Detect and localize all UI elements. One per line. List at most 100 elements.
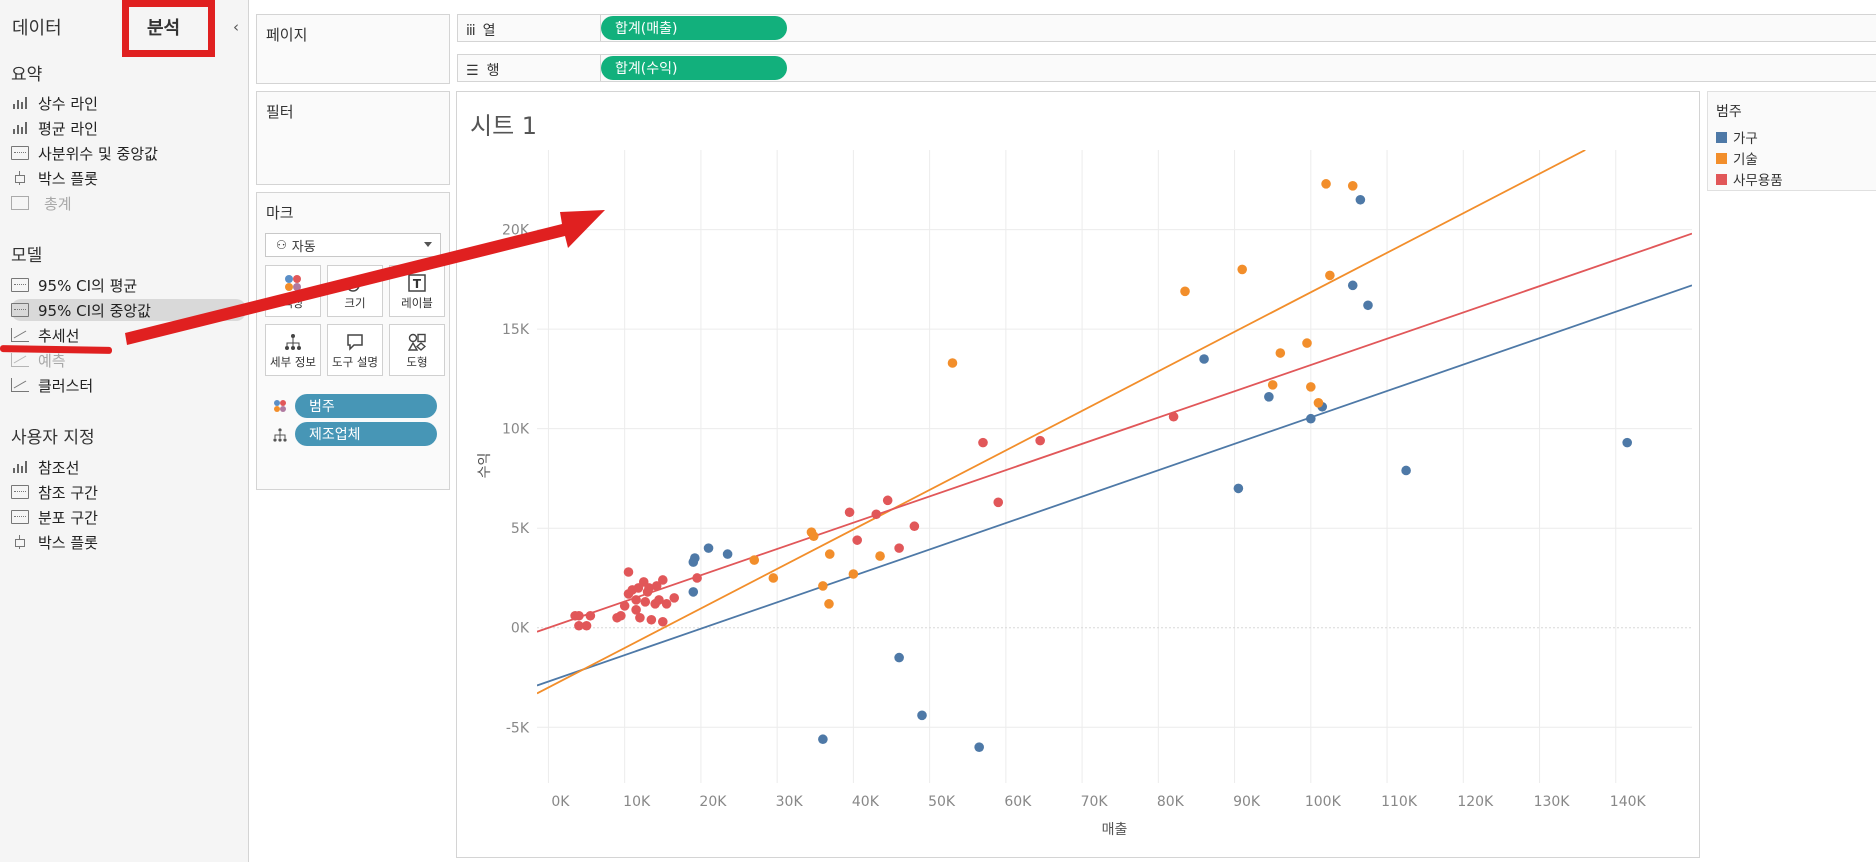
forecast-icon bbox=[11, 353, 29, 367]
model-item-cluster[interactable]: 클러스터 bbox=[11, 374, 93, 396]
item-label: 박스 플롯 bbox=[38, 533, 98, 552]
size-button[interactable]: 크기 bbox=[327, 265, 383, 317]
item-label: 분포 구간 bbox=[38, 508, 98, 527]
detail-button[interactable]: 세부 정보 bbox=[265, 324, 321, 376]
model-item-ci-mean[interactable]: 95% CI의 평균 bbox=[11, 274, 137, 296]
band-icon bbox=[11, 485, 29, 499]
summary-item-constant-line[interactable]: 상수 라인 bbox=[11, 92, 98, 114]
collapse-pane-icon[interactable]: ‹ bbox=[233, 18, 239, 36]
item-label: 박스 플롯 bbox=[38, 169, 98, 188]
pill-sum-profit[interactable]: 합계(수익) bbox=[601, 56, 787, 80]
bar-chart-icon bbox=[11, 96, 29, 110]
tab-analysis[interactable]: 분석 bbox=[147, 18, 181, 39]
color-field-icon bbox=[273, 399, 287, 416]
custom-item-box-plot[interactable]: 박스 플롯 bbox=[11, 531, 98, 553]
pill-category[interactable]: 범주 bbox=[295, 394, 437, 418]
band-icon bbox=[11, 278, 29, 292]
filters-shelf[interactable]: 필터 bbox=[256, 91, 450, 185]
category-legend: 범주 가구 기술 사무용품 bbox=[1707, 91, 1876, 191]
summary-item-box-plot[interactable]: 박스 플롯 bbox=[11, 167, 98, 189]
shape-button[interactable]: 도형 bbox=[389, 324, 445, 376]
section-model-title: 모델 bbox=[11, 246, 43, 266]
shapes-icon: ⚇ bbox=[276, 238, 287, 252]
label-button[interactable]: T 레이블 bbox=[389, 265, 445, 317]
section-custom-title: 사용자 지정 bbox=[11, 428, 95, 448]
label-label: 레이블 bbox=[401, 296, 433, 310]
band-icon bbox=[11, 146, 29, 160]
band-icon bbox=[11, 303, 29, 317]
detail-field-icon bbox=[273, 428, 287, 445]
summary-item-totals: 총계 bbox=[11, 192, 72, 214]
pill-manufacturer[interactable]: 제조업체 bbox=[295, 422, 437, 446]
legend-label: 가구 bbox=[1733, 131, 1758, 147]
color-icon bbox=[284, 274, 302, 296]
mark-type-dropdown[interactable]: ⚇ 자동 bbox=[265, 233, 441, 257]
item-label: 95% CI의 평균 bbox=[38, 276, 138, 295]
trend-line-icon bbox=[11, 328, 29, 342]
tab-data[interactable]: 데이터 bbox=[12, 18, 62, 39]
custom-item-reference-band[interactable]: 참조 구간 bbox=[11, 481, 98, 503]
item-label: 상수 라인 bbox=[38, 94, 98, 113]
highlight-box bbox=[122, 0, 215, 57]
custom-item-reference-line[interactable]: 참조선 bbox=[11, 456, 79, 478]
speech-bubble-icon bbox=[346, 333, 364, 355]
summary-item-average-line[interactable]: 평균 라인 bbox=[11, 117, 98, 139]
item-label: 클러스터 bbox=[38, 376, 94, 395]
item-label: 참조선 bbox=[38, 458, 80, 477]
columns-label: iii 열 bbox=[466, 23, 496, 39]
rows-icon: ☰ bbox=[466, 63, 479, 79]
summary-item-quartiles[interactable]: 사분위수 및 중앙값 bbox=[11, 142, 158, 164]
columns-icon: iii bbox=[466, 23, 476, 39]
legend-item-furniture[interactable]: 가구 bbox=[1716, 128, 1758, 147]
shapes-icon bbox=[407, 333, 427, 355]
pages-shelf[interactable]: 페이지 bbox=[256, 14, 450, 84]
shape-label: 도형 bbox=[406, 355, 428, 369]
analysis-pane: 데이터 분석 ‹ 요약 상수 라인 평균 라인 사분위수 및 중앙값 박스 플롯… bbox=[0, 0, 249, 862]
sheet-title: 시트 1 bbox=[470, 112, 538, 140]
detail-label: 세부 정보 bbox=[270, 355, 316, 369]
filters-title: 필터 bbox=[266, 103, 294, 121]
viz-area: 시트 1 bbox=[456, 91, 1700, 858]
section-summary-title: 요약 bbox=[11, 65, 43, 85]
tooltip-label: 도구 설명 bbox=[332, 355, 378, 369]
color-label: 색상 bbox=[282, 296, 304, 310]
item-label: 참조 구간 bbox=[38, 483, 98, 502]
legend-swatch bbox=[1716, 173, 1727, 185]
svg-text:T: T bbox=[413, 277, 422, 291]
box-plot-icon bbox=[11, 535, 29, 549]
model-item-forecast: 예측 bbox=[11, 349, 66, 371]
legend-swatch bbox=[1716, 152, 1727, 164]
text-icon: T bbox=[408, 274, 426, 296]
tooltip-button[interactable]: 도구 설명 bbox=[327, 324, 383, 376]
item-label: 추세선 bbox=[38, 326, 80, 345]
legend-label: 기술 bbox=[1733, 152, 1758, 168]
size-icon bbox=[346, 274, 364, 296]
shelf-divider bbox=[600, 15, 601, 41]
item-label: 사분위수 및 중앙값 bbox=[38, 144, 158, 163]
model-item-ci-median[interactable]: 95% CI의 중앙값 bbox=[11, 299, 246, 321]
legend-item-office[interactable]: 사무용품 bbox=[1716, 170, 1783, 189]
marks-title: 마크 bbox=[266, 204, 294, 222]
chevron-down-icon bbox=[424, 242, 432, 247]
rows-label: ☰ 행 bbox=[466, 63, 500, 79]
pill-sum-sales[interactable]: 합계(매출) bbox=[601, 16, 787, 40]
item-label: 예측 bbox=[38, 351, 66, 370]
band-icon bbox=[11, 510, 29, 524]
size-label: 크기 bbox=[344, 296, 366, 310]
legend-item-technology[interactable]: 기술 bbox=[1716, 149, 1758, 168]
color-button[interactable]: 색상 bbox=[265, 265, 321, 317]
cluster-icon bbox=[11, 378, 29, 392]
custom-item-distribution-band[interactable]: 분포 구간 bbox=[11, 506, 98, 528]
model-item-trend-line[interactable]: 추세선 bbox=[11, 324, 79, 346]
mark-type-value: 자동 bbox=[291, 239, 316, 255]
item-label: 총계 bbox=[44, 194, 72, 213]
shelf-divider bbox=[600, 55, 601, 81]
item-label: 95% CI의 중앙값 bbox=[38, 301, 151, 320]
pages-title: 페이지 bbox=[266, 26, 308, 44]
totals-icon bbox=[11, 196, 29, 210]
item-label: 평균 라인 bbox=[38, 119, 98, 138]
box-plot-icon bbox=[11, 171, 29, 185]
bar-chart-icon bbox=[11, 460, 29, 474]
legend-title: 범주 bbox=[1716, 104, 1742, 120]
hierarchy-icon bbox=[284, 333, 302, 355]
